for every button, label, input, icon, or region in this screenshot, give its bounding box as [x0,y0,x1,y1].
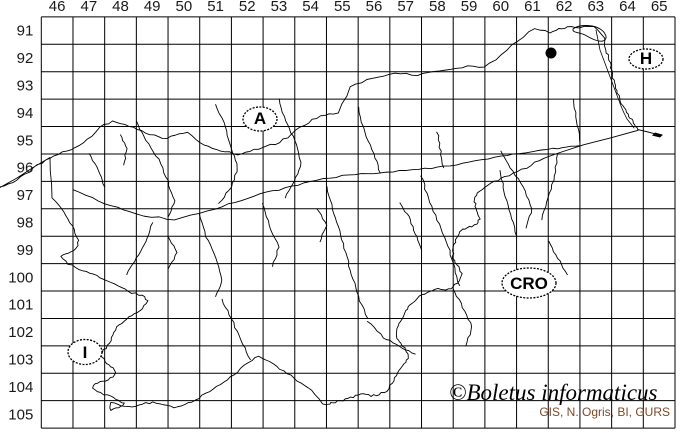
svg-text:A: A [254,109,266,128]
svg-text:99: 99 [17,242,34,259]
svg-text:54: 54 [302,0,319,15]
svg-text:102: 102 [8,324,33,341]
svg-text:100: 100 [8,269,33,286]
svg-text:94: 94 [17,105,34,122]
svg-text:104: 104 [8,379,33,396]
svg-text:53: 53 [271,0,288,15]
svg-text:91: 91 [17,23,34,40]
svg-text:101: 101 [8,297,33,314]
svg-text:I: I [83,343,88,362]
svg-text:65: 65 [651,0,668,15]
svg-text:49: 49 [144,0,161,15]
svg-text:CRO: CRO [510,274,548,293]
svg-text:H: H [640,49,652,68]
svg-text:62: 62 [556,0,573,15]
svg-text:©Boletus informaticus: ©Boletus informaticus [449,380,658,405]
svg-text:52: 52 [239,0,256,15]
svg-text:97: 97 [17,187,34,204]
svg-text:59: 59 [461,0,478,15]
svg-text:93: 93 [17,77,34,94]
svg-text:61: 61 [524,0,541,15]
svg-text:96: 96 [17,160,34,177]
svg-text:58: 58 [429,0,446,15]
svg-text:95: 95 [17,132,34,149]
svg-text:92: 92 [17,50,34,67]
svg-text:GIS, N. Ogris, BI, GURS: GIS, N. Ogris, BI, GURS [539,405,670,419]
svg-text:47: 47 [80,0,97,15]
svg-text:57: 57 [397,0,414,15]
svg-text:50: 50 [176,0,193,15]
svg-text:103: 103 [8,352,33,369]
svg-text:64: 64 [619,0,636,15]
svg-text:60: 60 [492,0,509,15]
svg-text:46: 46 [49,0,66,15]
svg-text:105: 105 [8,406,33,423]
svg-text:48: 48 [112,0,129,15]
svg-text:56: 56 [366,0,383,15]
svg-text:51: 51 [207,0,224,15]
svg-text:98: 98 [17,215,34,232]
svg-text:63: 63 [587,0,604,15]
svg-text:55: 55 [334,0,351,15]
